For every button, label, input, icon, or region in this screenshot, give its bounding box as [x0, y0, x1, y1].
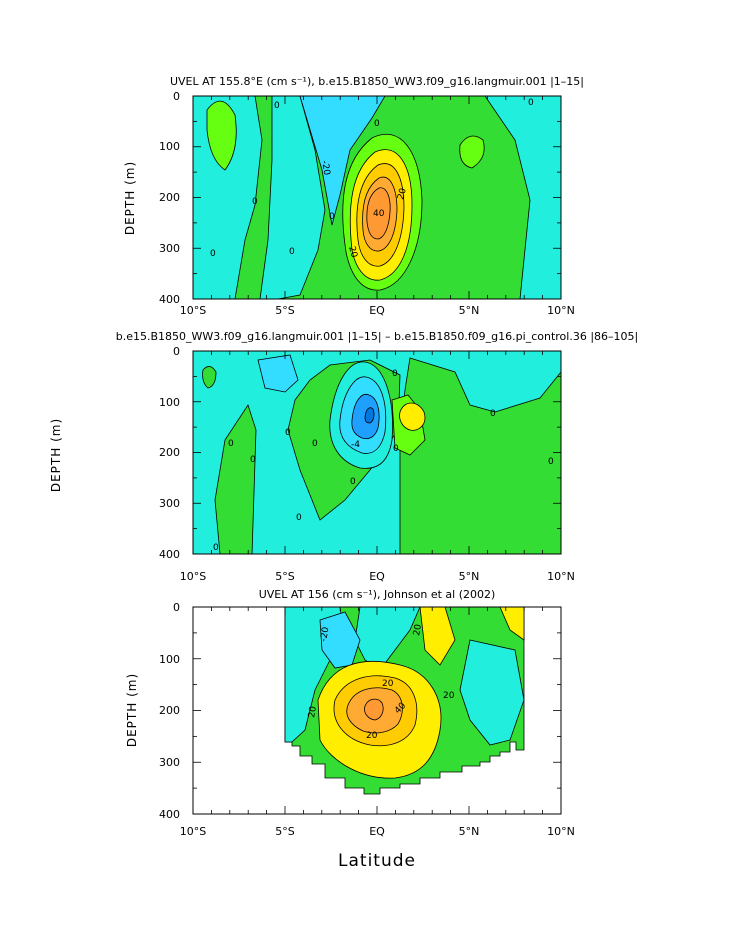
- contour-label: 0: [289, 247, 295, 257]
- contour-label: 0: [210, 249, 216, 259]
- y-tick-label: 300: [159, 756, 180, 769]
- y-tick-label: 0: [173, 90, 180, 103]
- x-tick-label: 10°N: [547, 570, 575, 583]
- panel-1-cyan-central: [259, 96, 326, 299]
- y-tick-label: 200: [159, 446, 180, 459]
- panel-2-y-tick-labels: 0 100 200 300 400: [159, 345, 180, 561]
- panel-2-contour-labels: 0 0 0 0 0 0 0 0 0 0 0 -4: [213, 369, 554, 553]
- panel-3-title: UVEL AT 156 (cm s⁻¹), Johnson et al (200…: [259, 588, 496, 601]
- contour-label: 0: [374, 119, 380, 129]
- contour-label: 20: [412, 623, 424, 636]
- contour-label: 0: [285, 428, 291, 438]
- x-axis-label: Latitude: [338, 851, 416, 871]
- panel-3-yellow-north: [419, 607, 456, 666]
- contour-label: 20: [443, 691, 455, 701]
- contour-label: 20: [307, 705, 319, 718]
- panel-1-y-axis-label: DEPTH (m): [123, 161, 137, 235]
- panel-2-x-tick-labels: 10°S 5°S EQ 5°N 10°N: [180, 570, 575, 583]
- contour-label: 0: [490, 409, 496, 419]
- x-tick-label: 5°S: [275, 570, 294, 583]
- panel-1-cyan-east: [484, 96, 561, 299]
- contour-label: 0: [392, 369, 398, 379]
- x-tick-label: 10°S: [180, 304, 206, 317]
- contour-label: 0: [548, 457, 554, 467]
- x-tick-label: 10°S: [180, 825, 206, 838]
- contour-label: 20: [366, 731, 378, 741]
- y-tick-label: 100: [159, 653, 180, 666]
- panel-1: UVEL AT 155.8°E (cm s⁻¹), b.e15.B1850_WW…: [123, 75, 584, 317]
- panel-3-y-axis-label: DEPTH (m): [125, 673, 139, 747]
- panel-2-positive-west: [214, 404, 257, 554]
- panel-2-y-axis-label: DEPTH (m): [49, 418, 63, 492]
- panel-1-tick-marks: [192, 95, 562, 300]
- panel-1-contour-labels: 0 0 0 0 0 0 0 -20 20 40 20: [210, 98, 534, 259]
- panel-3-tick-marks: [192, 606, 562, 815]
- contour-label: 40: [373, 209, 385, 219]
- contour-label: 0: [329, 212, 335, 222]
- contour-label: 0: [350, 477, 356, 487]
- panel-1-y-tick-labels: 0 100 200 300 400: [159, 90, 180, 306]
- panel-2-tick-marks: [192, 350, 562, 555]
- contour-label: -20: [319, 160, 331, 176]
- panel-1-green-blob-west: [206, 100, 237, 171]
- y-tick-label: 0: [173, 345, 180, 358]
- contour-label: 0: [213, 543, 219, 553]
- y-tick-label: 400: [159, 808, 180, 821]
- y-tick-label: 200: [159, 191, 180, 204]
- contour-label: -4: [351, 440, 360, 450]
- panel-2-title: b.e15.B1850_WW3.f09_g16.langmuir.001 |1–…: [116, 330, 638, 343]
- panel-2-positive-core-4: [399, 402, 426, 431]
- contour-label: -20: [319, 626, 331, 642]
- contour-label: 20: [382, 679, 394, 689]
- panel-3-yellow-east: [499, 607, 525, 641]
- x-tick-label: EQ: [369, 825, 385, 838]
- panel-2: b.e15.B1850_WW3.f09_g16.langmuir.001 |1–…: [49, 330, 638, 583]
- y-tick-label: 300: [159, 497, 180, 510]
- x-tick-label: 10°N: [547, 825, 575, 838]
- x-tick-label: 10°N: [547, 304, 575, 317]
- x-tick-label: 5°N: [459, 825, 480, 838]
- panel-3-cyan-east: [459, 639, 525, 746]
- x-tick-label: 10°S: [180, 570, 206, 583]
- panel-3-contour-labels: -20 20 20 40 20 20 20: [307, 623, 455, 741]
- contour-label: 20: [396, 187, 409, 201]
- panel-3-eastward-core-max: [364, 698, 384, 721]
- panel-1-green-blob-east: [459, 135, 485, 169]
- y-tick-label: 400: [159, 293, 180, 306]
- panel-2-positive-blob: [202, 366, 217, 389]
- x-tick-label: 5°S: [275, 304, 294, 317]
- panel-2-negative-core-max: [364, 407, 375, 424]
- contour-label: 0: [252, 197, 258, 207]
- panel-3-y-tick-labels: 0 100 200 300 400: [159, 601, 180, 821]
- panel-1-contours: [193, 96, 561, 299]
- x-tick-label: EQ: [369, 570, 385, 583]
- contour-label: 0: [528, 98, 534, 108]
- y-tick-label: 100: [159, 140, 180, 153]
- contour-label: 0: [228, 439, 234, 449]
- contour-label: 0: [393, 444, 399, 454]
- contour-label: 0: [296, 513, 302, 523]
- panel-1-westward-current: [299, 96, 386, 226]
- y-tick-label: 100: [159, 396, 180, 409]
- panel-1-x-tick-labels: 10°S 5°S EQ 5°N 10°N: [180, 304, 575, 317]
- panel-1-eastward-core-max: [366, 187, 391, 240]
- panel-1-title: UVEL AT 155.8°E (cm s⁻¹), b.e15.B1850_WW…: [170, 75, 584, 88]
- y-tick-label: 300: [159, 242, 180, 255]
- panel-3-x-tick-labels: 10°S 5°S EQ 5°N 10°N: [180, 825, 575, 838]
- x-tick-label: 5°S: [275, 825, 294, 838]
- x-tick-label: 5°N: [459, 570, 480, 583]
- x-tick-label: 5°N: [459, 304, 480, 317]
- y-tick-label: 200: [159, 704, 180, 717]
- contour-label: 0: [250, 455, 256, 465]
- contour-label: 20: [346, 245, 359, 259]
- x-tick-label: EQ: [369, 304, 385, 317]
- y-tick-label: 0: [173, 601, 180, 614]
- contour-label: 0: [274, 101, 280, 111]
- panel-3: UVEL AT 156 (cm s⁻¹), Johnson et al (200…: [125, 588, 575, 871]
- y-tick-label: 400: [159, 548, 180, 561]
- panel-2-contours: [193, 351, 561, 554]
- contour-label: 0: [312, 439, 318, 449]
- panel-3-contours: [284, 607, 525, 795]
